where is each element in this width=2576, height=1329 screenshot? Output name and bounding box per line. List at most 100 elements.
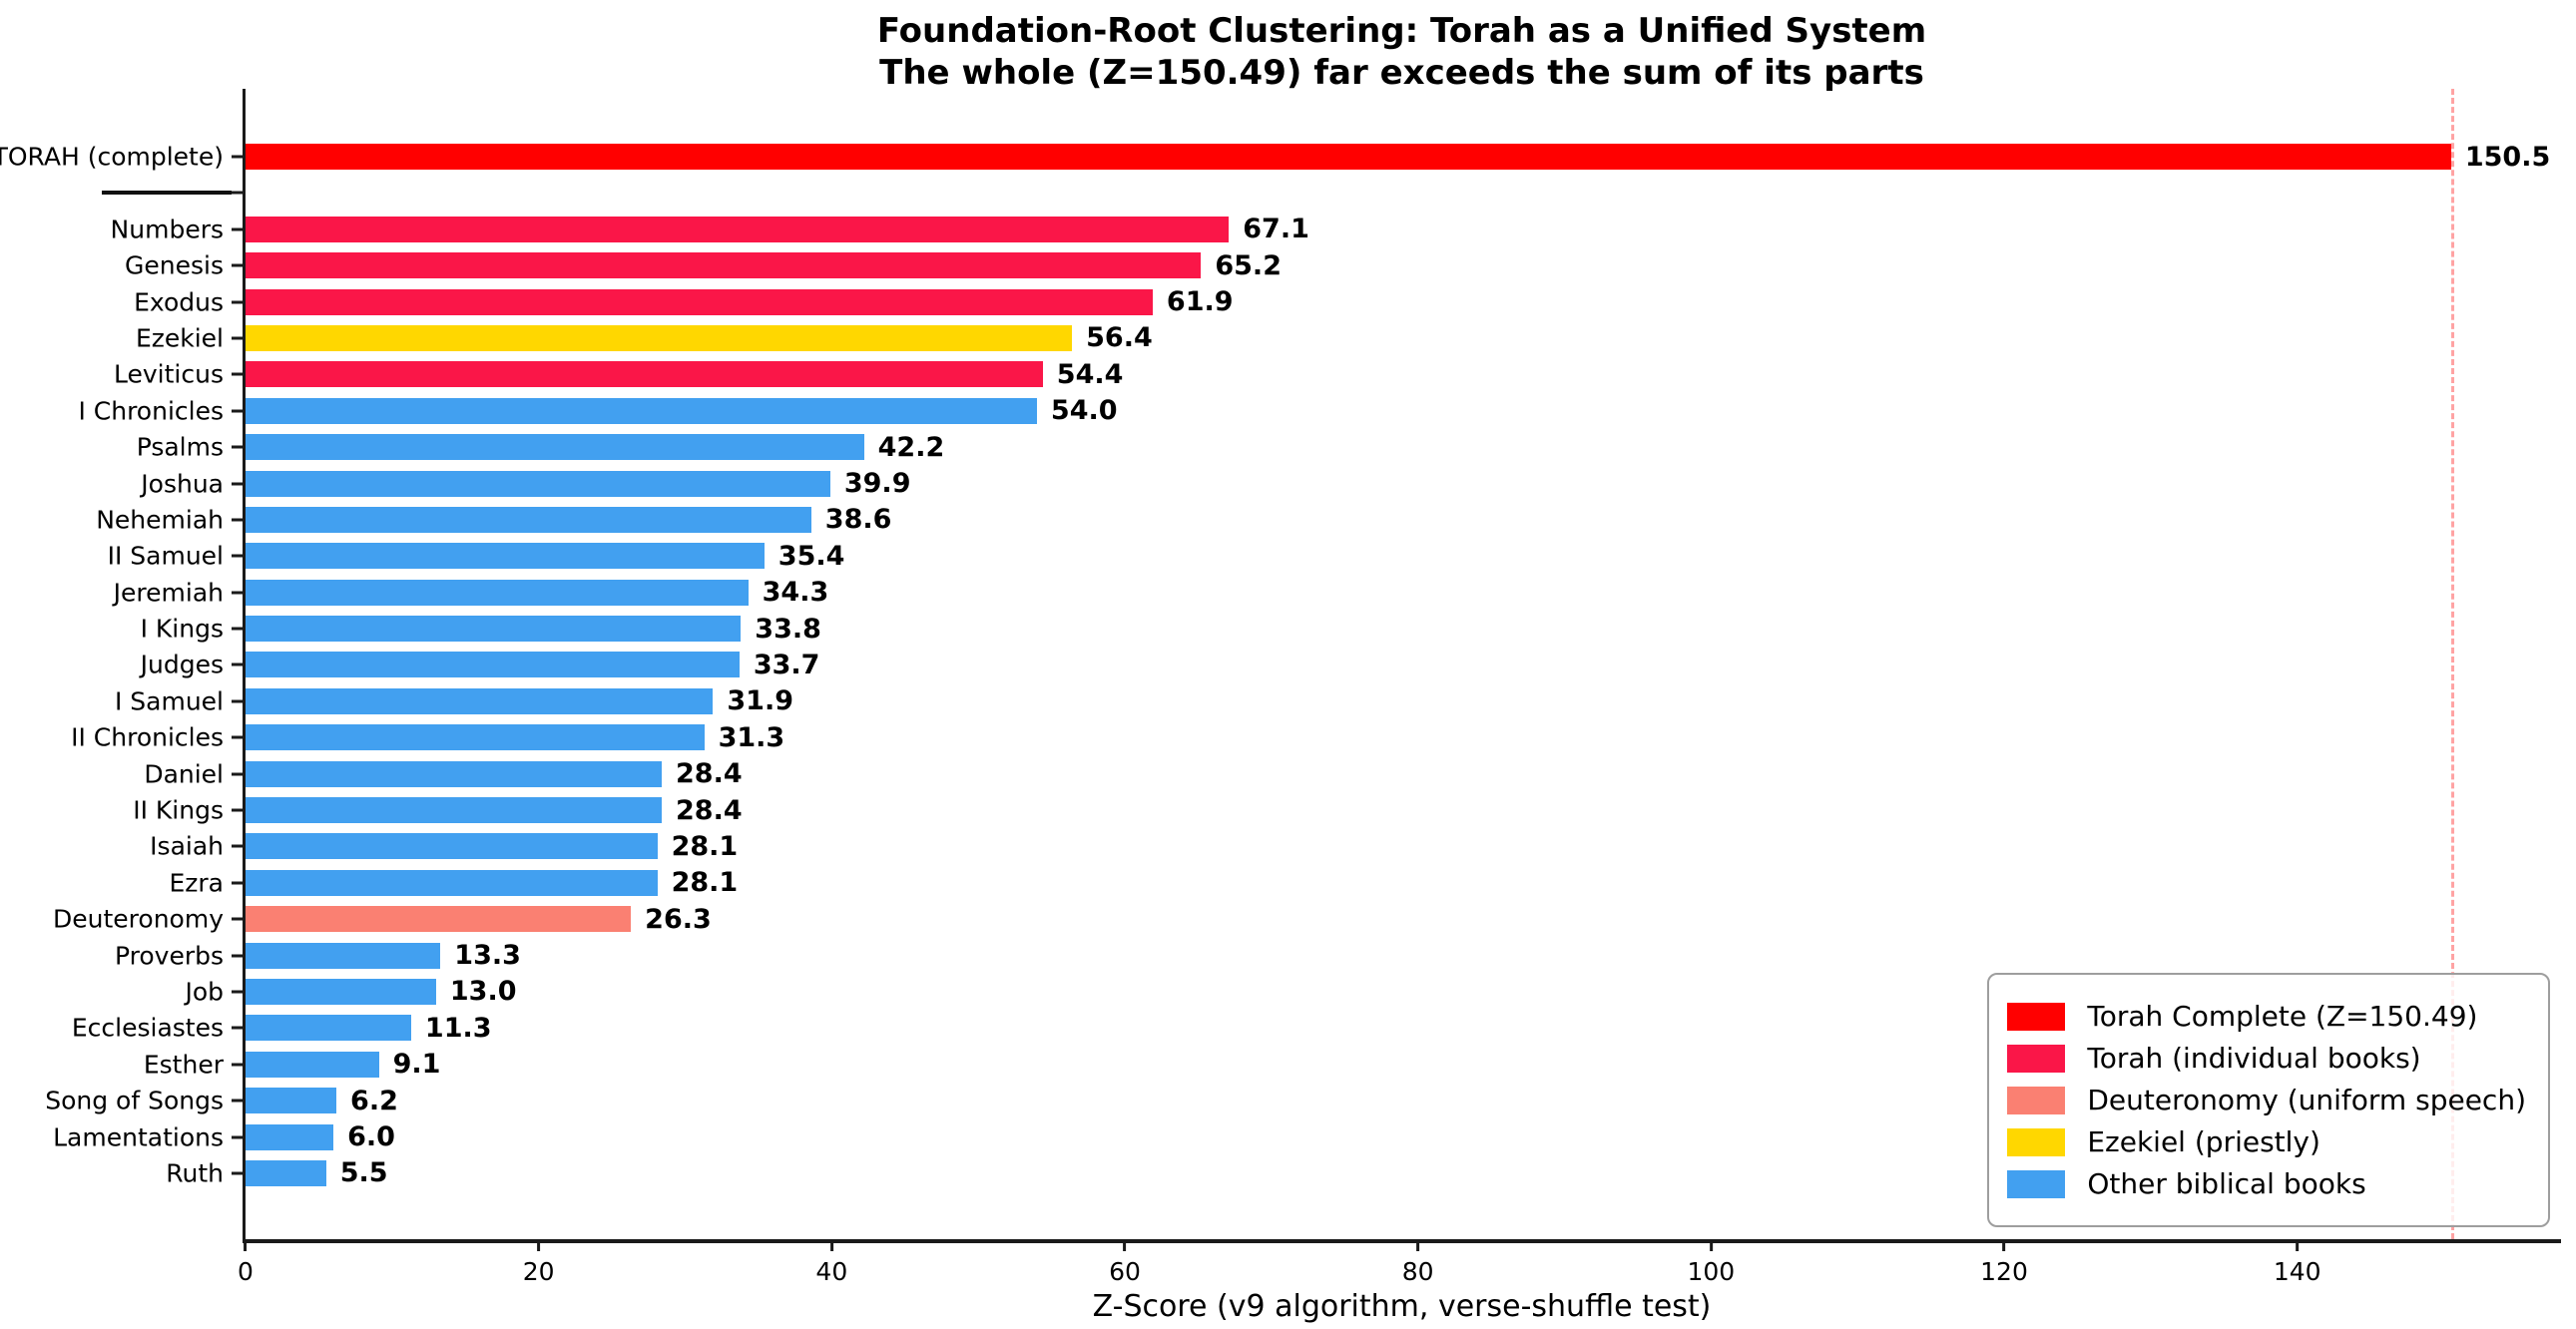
bar [246,760,662,787]
category-label: I Chronicles [78,396,224,426]
value-label: 61.9 [1166,286,1234,318]
bar [246,361,1043,388]
y-tick [232,482,243,486]
legend-label: Ezekiel (priestly) [2087,1125,2320,1158]
bar-row: Lamentations 6.0 [53,1121,2561,1152]
bar-row: II Chronicles 31.3 [71,721,2561,753]
x-tick-label: 80 [1401,1257,1434,1286]
bar [246,652,740,678]
y-tick [232,772,243,776]
bar [246,470,830,497]
category-label: Joshua [141,469,224,499]
x-tick-mark [1123,1239,1127,1251]
bar [246,942,441,969]
bar [246,144,2451,170]
bar [246,687,714,714]
category-label: Esther [143,1050,224,1080]
chart-title: Foundation-Root Clustering: Torah as a U… [876,11,1927,51]
value-label: 33.7 [753,649,820,680]
value-label: 31.3 [718,721,785,753]
bar [246,978,436,1005]
category-label: Deuteronomy [53,904,224,934]
y-tick [232,155,243,159]
y-tick [232,409,243,413]
y-tick [232,336,243,340]
value-label: 54.0 [1050,395,1118,427]
value-label: 26.3 [645,903,712,935]
x-axis-ticks: 0 20 40 60 80 100 120 140 [238,1239,2561,1299]
legend-item: Other biblical books [2007,1167,2526,1200]
category-label: II Kings [133,795,224,825]
value-label: 9.1 [392,1049,441,1081]
category-label: Ezekiel [135,323,224,353]
x-tick-mark [829,1239,833,1251]
y-tick [232,990,243,994]
y-tick [232,663,243,666]
legend-swatch [2007,1086,2066,1114]
y-tick [232,518,243,522]
category-label: Judges [140,650,224,679]
x-tick: 80 [1402,1239,1434,1286]
bar [246,906,632,933]
bar [246,724,705,751]
category-label: Proverbs [114,941,224,971]
x-tick-label: 40 [815,1257,848,1286]
bar [246,1088,337,1114]
legend-label: Torah (individual books) [2087,1042,2421,1075]
x-tick-mark [244,1239,248,1251]
legend-swatch [2007,1127,2066,1156]
bar-row: Job 13.0 [185,976,2561,1007]
legend-item: Torah (individual books) [2007,1042,2526,1075]
bar [246,506,811,533]
value-label: 34.3 [762,577,829,609]
value-label: 54.4 [1056,358,1124,390]
y-tick [232,1171,243,1175]
bar [246,288,1153,315]
bar [246,216,1230,242]
bar [246,1159,326,1186]
category-label: Ezra [169,868,224,898]
value-label: 56.4 [1086,322,1153,354]
value-label: 31.9 [727,685,794,717]
bar-row: Leviticus 54.4 [114,358,2561,390]
legend-label: Other biblical books [2087,1167,2366,1200]
y-tick [232,1063,243,1067]
value-label: 28.4 [676,794,743,826]
x-tick-label: 60 [1109,1257,1141,1286]
category-label: Nehemiah [96,505,224,535]
bar-row: II Samuel 35.4 [108,541,2561,572]
bar-row: Judges 33.7 [141,649,2561,680]
category-label: Genesis [125,250,224,280]
reference-line [2450,89,2454,1239]
bar [246,324,1073,351]
legend: Torah Complete (Z=150.49) Torah (individu… [1987,973,2550,1227]
x-tick-label: 120 [1980,1257,2028,1286]
bar-row: Numbers 67.1 [111,214,2561,244]
bar-row: Song of Songs 6.2 [45,1086,2561,1116]
legend-label: Deuteronomy (uniform speech) [2087,1084,2526,1116]
y-tick [232,372,243,376]
value-label: 38.6 [824,504,892,536]
category-label: Daniel [144,759,224,789]
bar [246,833,658,860]
bar-row: Ruth 5.5 [166,1157,2561,1188]
legend-swatch [2007,1002,2066,1031]
legend-item: Ezekiel (priestly) [2007,1125,2526,1158]
y-tick [232,227,243,231]
separator-line [102,191,232,196]
bar [246,397,1037,424]
chart-subtitle: The whole (Z=150.49) far exceeds the sum… [879,53,1924,93]
bar [246,869,658,896]
category-label: II Samuel [107,541,224,571]
category-label: Job [185,977,224,1007]
bar-rows: TORAH (complete) 150.5 Numbers 67.1 Genesis 6… [0,89,2561,1239]
y-tick [232,591,243,595]
category-label: Ruth [166,1158,224,1188]
y-tick [232,445,243,449]
bar-row: Ezra 28.1 [169,867,2561,898]
category-label: TORAH (complete) [0,142,224,172]
category-label: Jeremiah [113,578,224,608]
bar-row: I Samuel 31.9 [115,685,2561,717]
category-label: Ecclesiastes [71,1013,224,1043]
